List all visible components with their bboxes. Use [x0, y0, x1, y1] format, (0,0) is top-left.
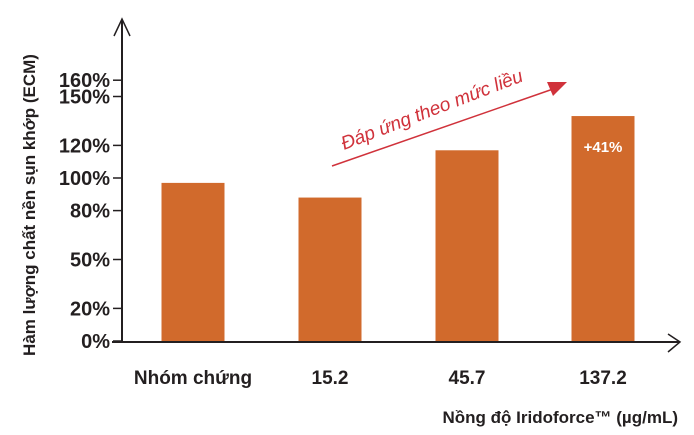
bar-0	[161, 182, 225, 342]
annotation-text: Đáp ứng theo mức liều	[338, 66, 526, 155]
y-tick-label: 50%	[70, 250, 110, 272]
bar-3	[571, 116, 635, 342]
trend-arrow-line	[331, 87, 557, 167]
x-tick-label: Nhóm chứng	[134, 368, 252, 389]
y-tick-label: 20%	[70, 298, 110, 320]
y-axis-arrow	[113, 17, 131, 37]
y-axis-title: Hàm lượng chất nền sụn khớp (ECM)	[20, 54, 39, 356]
x-tick-label: 137.2	[579, 368, 627, 389]
data-label: +41%	[584, 139, 623, 156]
x-tick-label: 15.2	[312, 368, 349, 389]
y-tick-label: 100%	[59, 168, 110, 190]
y-tick-label: 150%	[59, 87, 110, 109]
x-axis-title: Nồng độ Iridoforce™ (µg/mL)	[443, 408, 679, 427]
y-tick-label: 160%	[59, 70, 110, 92]
bar-2	[435, 150, 499, 342]
x-tick-label: 45.7	[449, 368, 486, 389]
trend-arrow-head	[547, 82, 567, 96]
x-axis-arrow	[667, 333, 682, 353]
bar-1	[298, 197, 362, 342]
y-tick-label: 120%	[59, 135, 110, 157]
y-tick-label: 0%	[81, 331, 110, 353]
y-tick-label: 80%	[70, 201, 110, 223]
